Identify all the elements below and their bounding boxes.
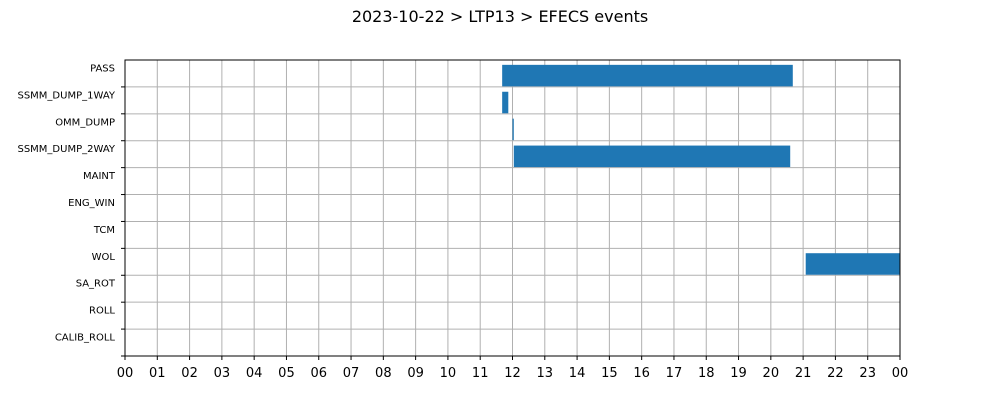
event-bar-pass xyxy=(502,64,793,87)
y-tick-label: SA_ROT xyxy=(76,279,116,290)
event-bar-ssmm-dump-2way xyxy=(513,145,791,168)
x-tick-label: 22 xyxy=(827,366,844,381)
event-bar-omm-dump xyxy=(512,118,514,141)
x-tick-label: 20 xyxy=(763,366,780,381)
x-tick-label: 10 xyxy=(440,366,457,381)
chart-title: 2023-10-22 > LTP13 > EFECS events xyxy=(352,7,648,26)
x-tick-label: 16 xyxy=(633,366,650,381)
x-tick-label: 08 xyxy=(375,366,392,381)
x-tick-label: 01 xyxy=(149,366,166,381)
x-tick-label: 11 xyxy=(472,366,489,381)
x-tick-label: 04 xyxy=(246,366,263,381)
grid-layer xyxy=(124,60,901,356)
x-tick-label: 14 xyxy=(569,366,586,381)
x-tick-label: 15 xyxy=(601,366,618,381)
x-axis: 00 01 02 03 04 05 06 07 08 09 10 11 12 13 14 15 16 17 18 19… xyxy=(117,356,909,381)
x-tick-label: 12 xyxy=(504,366,521,381)
y-tick-label: PASS xyxy=(90,63,115,74)
x-tick-label: 03 xyxy=(214,366,231,381)
x-tick-label: 00 xyxy=(892,366,909,381)
x-tick-label: 19 xyxy=(730,366,747,381)
y-tick-label: ROLL xyxy=(89,306,115,317)
event-bar-wol xyxy=(805,253,900,275)
x-tick-label: 05 xyxy=(278,366,295,381)
x-tick-label: 00 xyxy=(117,366,134,381)
y-tick-label: MAINT xyxy=(83,171,116,182)
x-tick-label: 17 xyxy=(666,366,683,381)
event-bar-ssmm-dump-1way xyxy=(502,91,509,114)
x-tick-label: 07 xyxy=(343,366,360,381)
y-tick-label: TCM xyxy=(93,225,115,236)
y-tick-label: WOL xyxy=(92,252,116,263)
x-tick-label: 06 xyxy=(310,366,327,381)
x-tick-label: 09 xyxy=(407,366,424,381)
y-tick-label: CALIB_ROLL xyxy=(55,333,116,344)
x-tick-label: 23 xyxy=(859,366,876,381)
y-tick-label: SSMM_DUMP_1WAY xyxy=(17,90,115,101)
x-tick-label: 21 xyxy=(795,366,812,381)
y-tick-label: SSMM_DUMP_2WAY xyxy=(17,144,115,155)
x-tick-label: 02 xyxy=(181,366,198,381)
plot-frame xyxy=(124,59,901,357)
y-tick-label: ENG_WIN xyxy=(68,198,115,209)
bars-layer xyxy=(502,64,900,275)
y-axis: PASS SSMM_DUMP_1WAY OMM_DUMP SSMM_DUMP_2WAY… xyxy=(17,63,125,357)
y-tick-label: OMM_DUMP xyxy=(55,117,115,128)
x-tick-label: 13 xyxy=(537,366,554,381)
x-tick-label: 18 xyxy=(698,366,715,381)
